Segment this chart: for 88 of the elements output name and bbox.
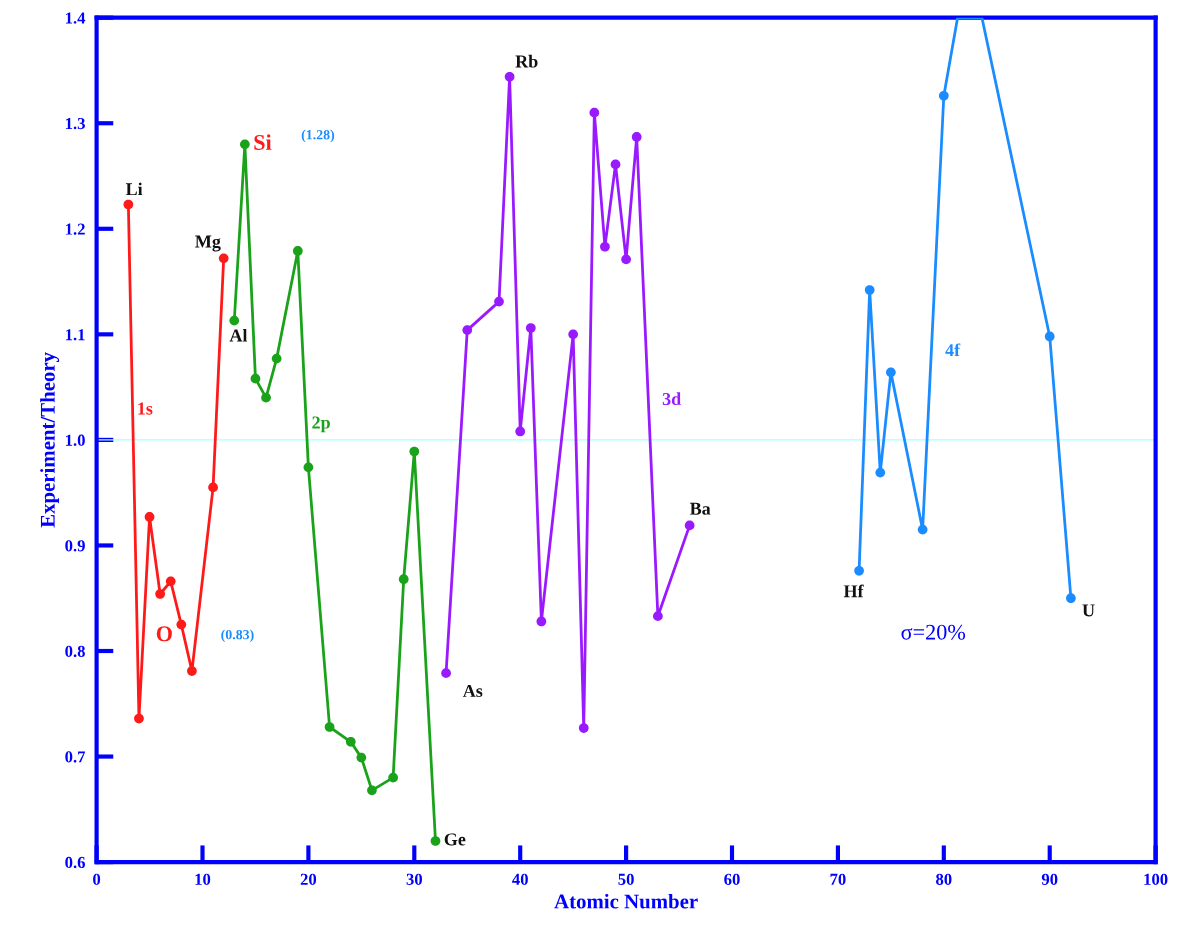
annotation: U — [1082, 604, 1095, 617]
point — [578, 723, 589, 733]
x-axis-title: Atomic Number — [554, 893, 698, 909]
annotation: Mg — [195, 235, 221, 252]
point — [568, 329, 579, 340]
point — [684, 520, 695, 531]
annotation: (1.28) — [301, 129, 335, 143]
x-tick-label: 40 — [512, 873, 528, 885]
x-tick-label: 50 — [618, 873, 634, 885]
annotation: Hf — [843, 584, 864, 598]
point — [134, 713, 144, 724]
point — [589, 107, 600, 118]
point — [525, 323, 536, 333]
point — [324, 722, 335, 732]
point — [271, 353, 282, 364]
annotation: Rb — [515, 54, 538, 68]
point — [430, 836, 441, 846]
x-tick-label: 70 — [830, 873, 846, 885]
annotation: Al — [229, 328, 248, 342]
point — [187, 666, 197, 676]
point — [409, 446, 420, 457]
x-tick-label: 20 — [300, 873, 317, 885]
y-tick-label: 0.9 — [65, 540, 85, 552]
point — [1044, 331, 1055, 342]
point — [1066, 593, 1076, 604]
point — [356, 752, 367, 763]
point — [388, 772, 398, 783]
x-tick-label: 30 — [406, 873, 422, 885]
point — [917, 524, 928, 535]
point — [462, 325, 473, 335]
y-tick-label: 1.1 — [65, 329, 85, 341]
annotation: (0.83) — [221, 629, 254, 643]
point — [494, 296, 504, 307]
point — [886, 367, 896, 378]
point — [610, 159, 621, 170]
series-label: 4f — [945, 343, 961, 357]
point — [123, 199, 134, 210]
y-tick-label: 1.3 — [65, 117, 85, 130]
point — [875, 467, 886, 478]
point — [441, 668, 451, 679]
y-tick-label: 1.0 — [65, 434, 85, 446]
point — [504, 71, 515, 82]
point — [292, 246, 303, 256]
point — [345, 736, 356, 747]
point — [631, 132, 642, 142]
series-label: 3d — [662, 392, 681, 406]
point — [250, 373, 261, 384]
x-tick-label: 100 — [1144, 873, 1168, 885]
point — [261, 392, 271, 403]
y-tick-label: 1.2 — [65, 223, 85, 235]
point — [621, 254, 631, 265]
point — [864, 285, 875, 295]
point — [600, 241, 610, 252]
point — [229, 315, 240, 326]
point — [938, 90, 949, 101]
annotation: Si — [254, 134, 272, 150]
y-tick-label: 0.8 — [65, 645, 85, 658]
point — [208, 482, 218, 493]
point — [653, 611, 663, 622]
x-tick-label: 80 — [936, 873, 952, 885]
annotation: Ba — [689, 502, 711, 515]
point — [155, 589, 165, 599]
annotation: As — [462, 684, 483, 697]
y-tick-label: 0.6 — [65, 856, 85, 869]
point — [144, 512, 155, 522]
annotation: Ge — [444, 833, 466, 846]
annotation: O — [156, 626, 172, 642]
x-tick-label: 60 — [724, 873, 740, 885]
point — [536, 616, 547, 627]
point — [854, 565, 864, 576]
point — [398, 574, 409, 585]
point — [303, 462, 314, 473]
annotation: σ=20% — [901, 624, 966, 640]
x-tick-label: 10 — [195, 873, 211, 885]
point — [240, 139, 250, 150]
point — [218, 253, 229, 264]
y-tick-label: 0.7 — [65, 751, 86, 763]
x-tick-label: 90 — [1041, 873, 1058, 885]
point — [165, 576, 176, 587]
annotation: Li — [125, 182, 143, 196]
series-label: 2p — [312, 416, 330, 433]
point — [515, 426, 526, 437]
point — [367, 785, 377, 796]
y-axis-title: Experiment/Theory — [40, 352, 60, 528]
point — [176, 619, 187, 630]
x-tick-label: 0 — [93, 873, 101, 885]
series-label: 1s — [138, 402, 153, 415]
y-tick-label: 1.4 — [65, 12, 86, 24]
